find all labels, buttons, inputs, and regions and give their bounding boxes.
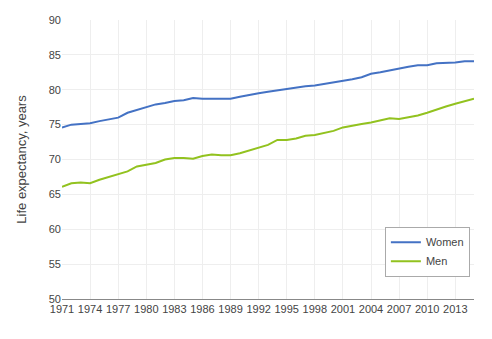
svg-text:85: 85	[49, 49, 61, 61]
svg-text:Women: Women	[426, 236, 464, 248]
svg-text:2013: 2013	[443, 303, 467, 315]
svg-text:Men: Men	[426, 255, 447, 267]
svg-text:90: 90	[49, 14, 61, 26]
svg-text:1977: 1977	[106, 303, 130, 315]
svg-text:1998: 1998	[303, 303, 327, 315]
svg-text:75: 75	[49, 118, 61, 130]
svg-text:80: 80	[49, 84, 61, 96]
svg-text:1989: 1989	[218, 303, 242, 315]
svg-text:1971: 1971	[50, 303, 74, 315]
svg-text:65: 65	[49, 188, 61, 200]
svg-text:1995: 1995	[274, 303, 298, 315]
svg-text:1986: 1986	[190, 303, 214, 315]
svg-text:1983: 1983	[162, 303, 186, 315]
svg-text:2010: 2010	[415, 303, 439, 315]
svg-text:Life expectancy, years: Life expectancy, years	[14, 95, 29, 224]
svg-text:2007: 2007	[387, 303, 411, 315]
svg-text:1974: 1974	[78, 303, 102, 315]
svg-text:70: 70	[49, 153, 61, 165]
svg-text:1980: 1980	[134, 303, 158, 315]
svg-text:60: 60	[49, 223, 61, 235]
svg-text:1992: 1992	[246, 303, 270, 315]
svg-text:50: 50	[49, 293, 61, 305]
svg-text:2001: 2001	[331, 303, 355, 315]
svg-text:2004: 2004	[359, 303, 383, 315]
svg-text:55: 55	[49, 258, 61, 270]
